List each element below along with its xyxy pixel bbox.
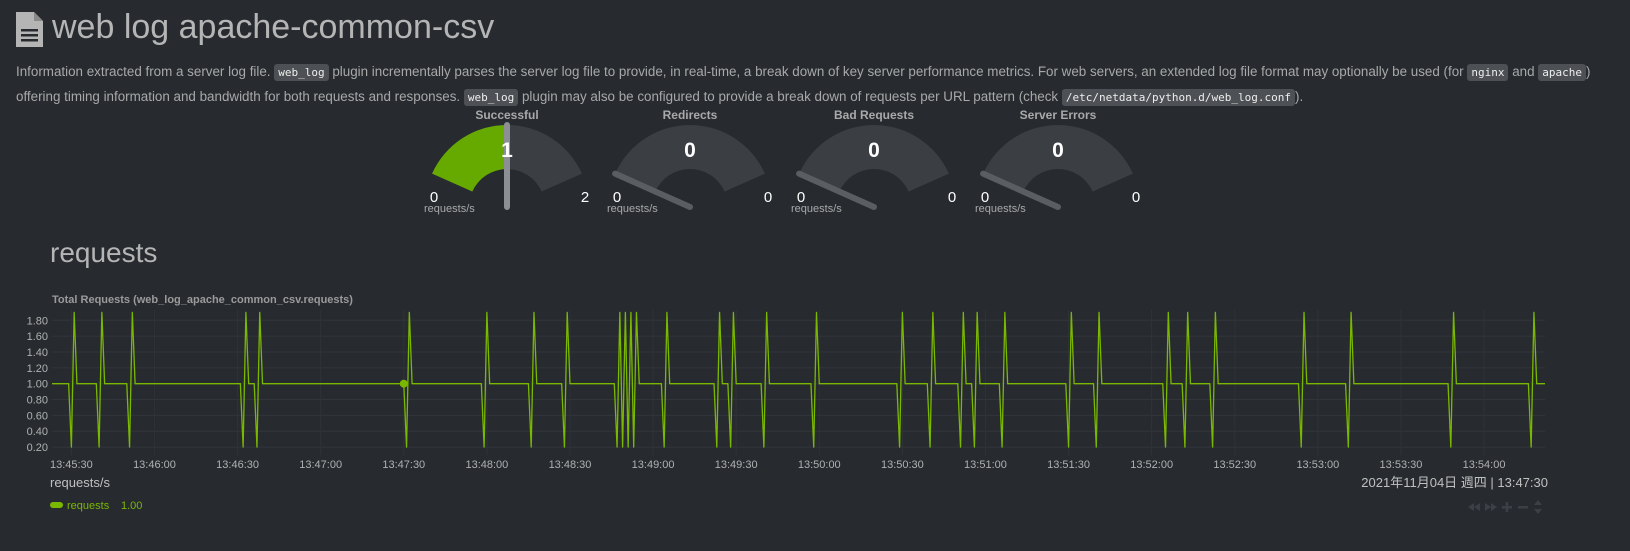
y-tick-label: 0.40: [27, 426, 48, 438]
x-tick-label: 13:54:00: [1463, 459, 1506, 471]
chart-timestamp: 2021年11月04日 週四 | 13:47:30: [1361, 475, 1548, 490]
y-tick-label: 0.20: [27, 442, 48, 454]
x-tick-label: 13:46:30: [216, 459, 259, 471]
x-tick-label: 13:48:00: [465, 459, 508, 471]
x-tick-label: 13:50:30: [881, 459, 924, 471]
x-tick-label: 13:45:30: [50, 459, 93, 471]
code-snippet: /etc/netdata/python.d/web_log.conf: [1061, 89, 1296, 106]
x-tick-label: 13:48:30: [549, 459, 592, 471]
description-text: plugin incrementally parses the server l…: [328, 64, 1468, 79]
x-tick-label: 13:49:00: [632, 459, 675, 471]
gauge-track: [799, 125, 949, 192]
gauge-track: [615, 125, 765, 192]
code-snippet: apache: [1538, 64, 1587, 81]
hover-point: [399, 379, 408, 388]
data-line: [52, 311, 1545, 448]
file-icon: [16, 12, 43, 47]
gauge-units: requests/s: [791, 203, 842, 215]
chart-toolbar: [1468, 500, 1542, 514]
x-tick-label: 13:47:30: [382, 459, 425, 471]
description-text: ) offering timing information and bandwi…: [16, 64, 1591, 104]
gauge-units: requests/s: [607, 203, 658, 215]
gauge-title: Successful: [475, 108, 538, 122]
y-tick-label: 1.40: [27, 347, 48, 359]
gauge-title: Bad Requests: [834, 108, 914, 122]
description: Information extracted from a server log …: [16, 60, 1616, 110]
gauge-fill: [432, 125, 507, 192]
page-title: web log apache-common-csv: [52, 8, 495, 46]
x-tick-label: 13:53:00: [1296, 459, 1339, 471]
chart-units: requests/s: [50, 475, 110, 490]
y-tick-label: 0.80: [27, 395, 48, 407]
gauge-min: 0: [613, 189, 621, 206]
gauge-value: 0: [684, 139, 696, 162]
gauge-units: requests/s: [975, 203, 1026, 215]
x-tick-label: 13:50:00: [798, 459, 841, 471]
code-snippet: web_log: [463, 89, 519, 106]
gauge-value: 0: [1052, 139, 1064, 162]
x-tick-label: 13:52:00: [1130, 459, 1173, 471]
x-tick-label: 13:51:30: [1047, 459, 1090, 471]
description-text: ).: [1295, 89, 1304, 104]
gauge-min: 0: [430, 189, 438, 206]
chart-title: Total Requests (web_log_apache_common_cs…: [52, 294, 353, 306]
code-snippet: nginx: [1467, 64, 1509, 81]
legend-swatch: [50, 502, 63, 508]
y-tick-label: 1.00: [27, 379, 48, 391]
x-tick-label: 13:51:00: [964, 459, 1007, 471]
x-tick-label: 13:53:30: [1380, 459, 1423, 471]
y-tick-label: 1.20: [27, 363, 48, 375]
gauge-max: 0: [948, 189, 956, 206]
description-text: and: [1508, 64, 1539, 79]
legend-value: 1.00: [121, 500, 142, 512]
gauge-max: 0: [764, 189, 772, 206]
x-tick-label: 13:49:30: [715, 459, 758, 471]
x-tick-label: 13:46:00: [133, 459, 176, 471]
gauge-needle: [796, 170, 877, 210]
description-text: Information extracted from a server log …: [16, 64, 275, 79]
gauge-max: 2: [581, 189, 589, 206]
code-snippet: web_log: [274, 64, 329, 81]
gauge-value: 1: [501, 139, 513, 162]
legend-name: requests: [67, 500, 110, 512]
y-tick-label: 1.60: [27, 331, 48, 343]
description-text: plugin may also be configured to provide…: [518, 89, 1062, 104]
gauge-max: 0: [1132, 189, 1140, 206]
y-tick-label: 1.80: [27, 315, 48, 327]
x-tick-label: 13:47:00: [299, 459, 342, 471]
gauge-units: requests/s: [424, 203, 475, 215]
gauge-needle: [612, 170, 693, 210]
gauge-track: [983, 124, 1133, 192]
gauge-min: 0: [981, 189, 989, 206]
gauge-min: 0: [797, 189, 805, 206]
gauge-title: Redirects: [663, 108, 718, 122]
section-title: requests: [50, 237, 157, 268]
gauge-title: Server Errors: [1020, 108, 1097, 122]
x-tick-label: 13:52:30: [1213, 459, 1256, 471]
gauge-needle: [980, 170, 1061, 210]
gauge-value: 0: [868, 139, 880, 162]
y-tick-label: 0.60: [27, 410, 48, 422]
